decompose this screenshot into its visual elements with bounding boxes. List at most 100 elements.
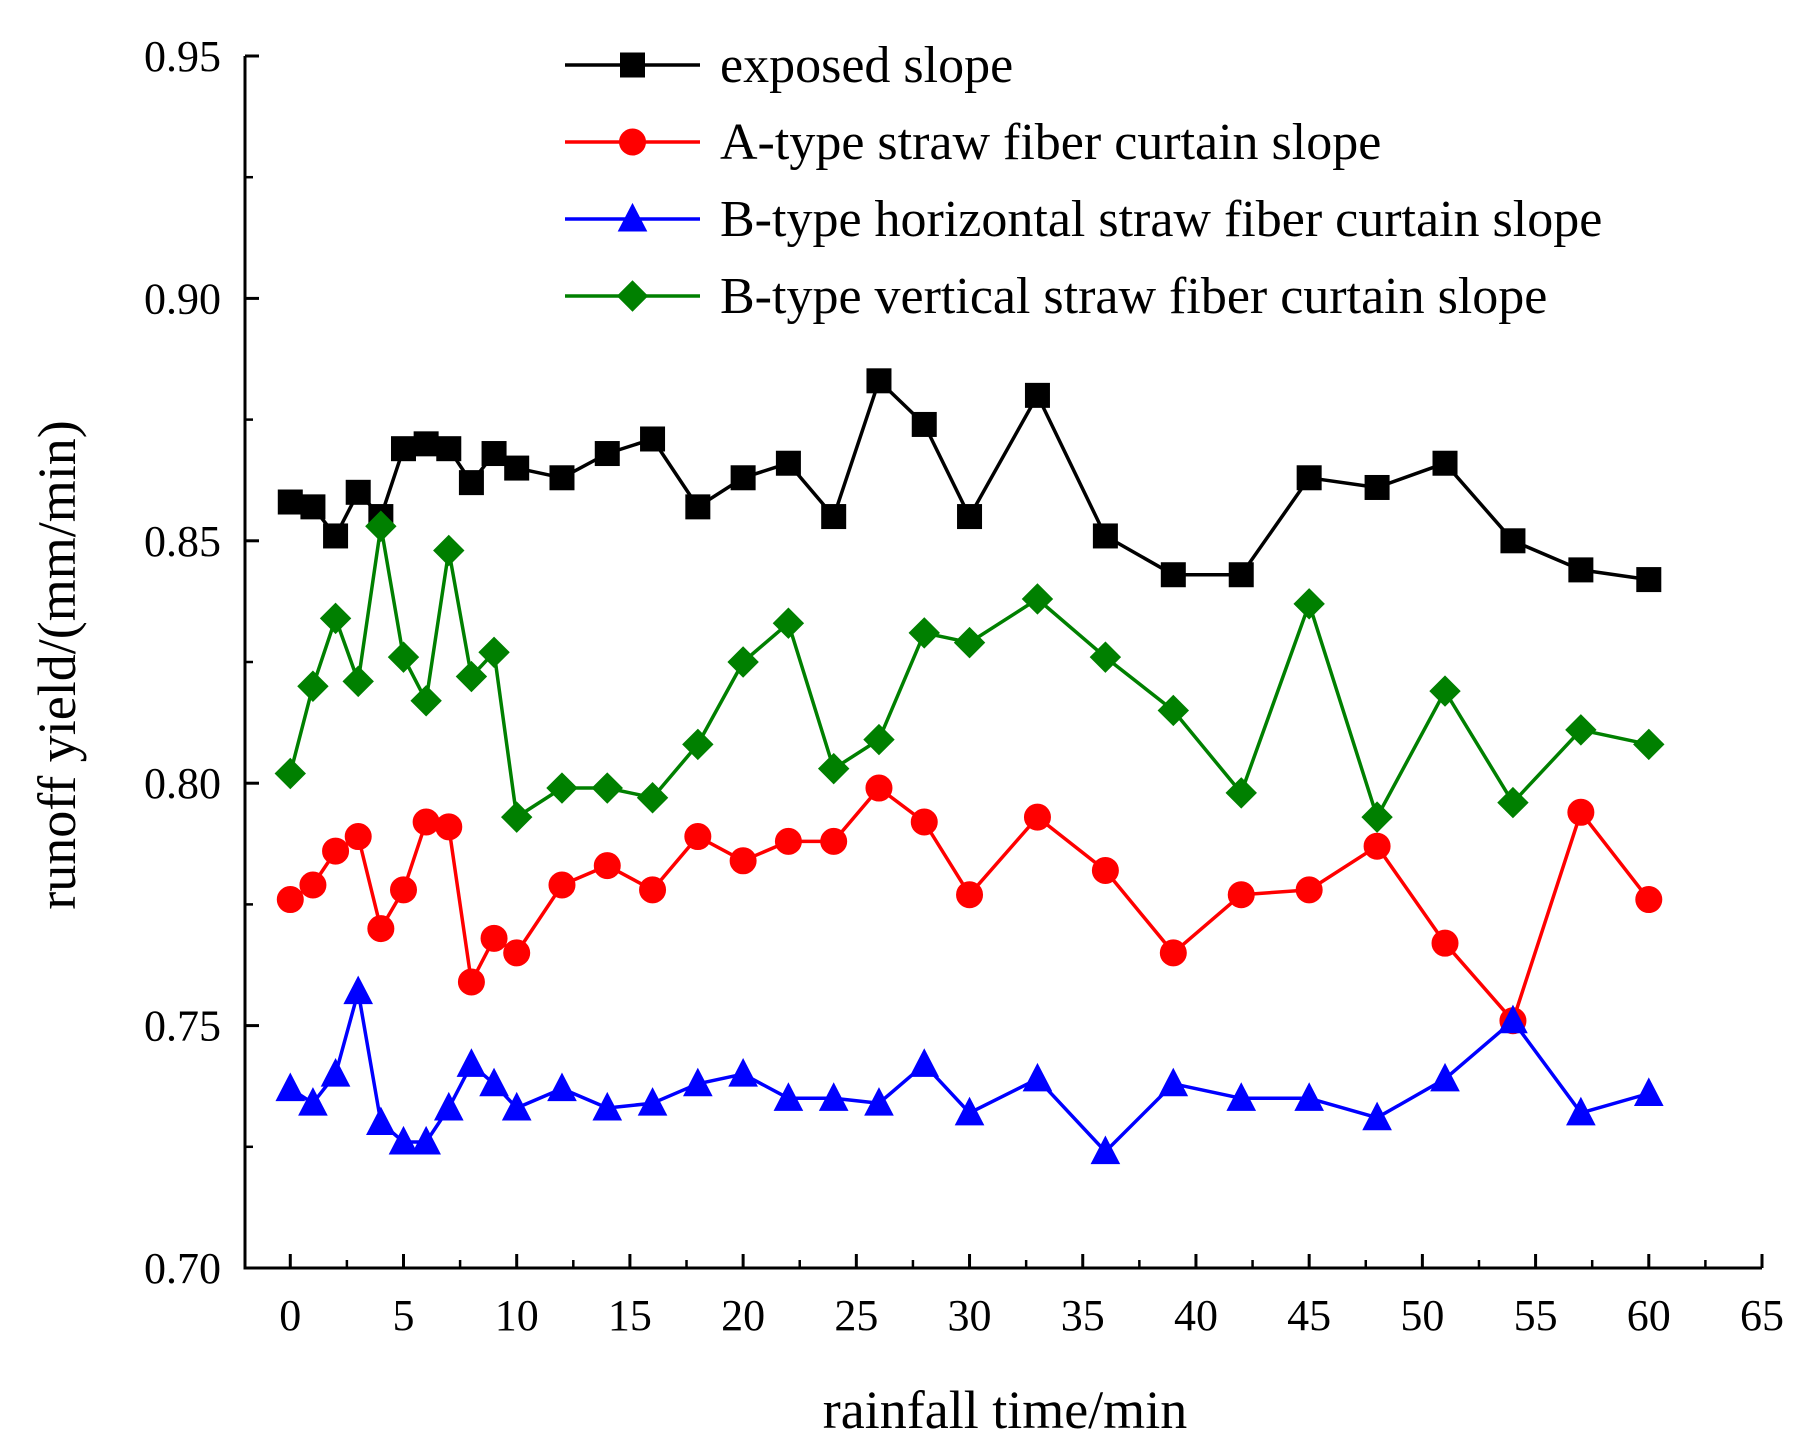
data-point-diamond	[1497, 786, 1529, 819]
data-point-diamond	[863, 723, 895, 756]
data-point-diamond	[455, 660, 488, 693]
data-point-square	[504, 455, 530, 481]
data-point-circle	[276, 886, 304, 914]
data-point-diamond	[546, 772, 578, 804]
data-point-diamond	[274, 757, 306, 790]
data-point-square	[413, 431, 439, 457]
data-point-circle	[322, 837, 350, 865]
data-point-circle	[1567, 798, 1595, 826]
data-point-triangle	[1362, 1101, 1392, 1131]
data-point-circle	[299, 871, 327, 899]
data-point-circle	[1363, 832, 1391, 860]
data-point-diamond	[319, 602, 352, 635]
data-point-diamond	[1429, 675, 1461, 707]
data-point-square	[1296, 465, 1322, 491]
data-point-circle	[389, 876, 417, 904]
x-tick-label: 20	[721, 1291, 765, 1340]
legend-label: A-type straw fiber curtain slope	[720, 114, 1381, 171]
x-tick-label: 25	[834, 1291, 878, 1340]
data-point-circle	[774, 827, 802, 855]
data-point-square	[1364, 474, 1390, 500]
data-point-circle	[1159, 939, 1187, 967]
data-point-diamond	[433, 534, 465, 567]
data-point-square	[1636, 567, 1662, 593]
data-point-circle	[548, 871, 576, 899]
data-point-circle	[956, 881, 984, 909]
data-point-triangle	[637, 1087, 668, 1116]
x-tick-label: 5	[392, 1291, 414, 1340]
series-exposed-slope	[277, 368, 1662, 593]
y-axis-title: runoff yield/(mm/min)	[27, 420, 87, 909]
data-point-triangle	[728, 1057, 758, 1087]
data-point-triangle	[1633, 1077, 1664, 1106]
data-point-circle	[729, 847, 757, 875]
data-point-diamond	[387, 641, 420, 673]
data-point-diamond	[591, 772, 623, 804]
data-point-diamond	[365, 510, 397, 542]
data-point-diamond	[1225, 777, 1257, 809]
x-axis-title: rainfall time/min	[823, 1380, 1187, 1440]
data-point-square	[594, 441, 620, 467]
data-point-circle	[367, 915, 395, 943]
data-point-circle	[593, 852, 621, 880]
x-tick-label: 10	[495, 1291, 539, 1340]
data-point-circle	[865, 774, 893, 802]
data-point-square	[436, 436, 462, 462]
data-point-circle	[1635, 886, 1663, 914]
data-point-square	[390, 436, 416, 462]
data-point-circle	[1023, 803, 1051, 831]
data-point-square	[458, 470, 484, 496]
x-tick-label: 45	[1287, 1291, 1331, 1340]
data-point-triangle	[343, 975, 374, 1005]
data-point-triangle	[909, 1048, 940, 1077]
data-point-diamond	[410, 685, 442, 717]
legend-entry-exposed-slope: exposed slope	[565, 37, 1013, 94]
series-a-type-straw-fiber-curtain-slope	[276, 774, 1663, 1035]
data-point-square	[1092, 523, 1118, 549]
data-point-triangle	[1022, 1062, 1053, 1092]
data-point-square	[1568, 557, 1594, 583]
x-tick-label: 15	[608, 1291, 652, 1340]
data-point-triangle	[1294, 1082, 1324, 1111]
data-point-square	[1160, 562, 1186, 588]
legend-label: B-type vertical straw fiber curtain slop…	[720, 268, 1547, 325]
data-point-square	[345, 479, 371, 505]
x-tick-label: 40	[1174, 1291, 1218, 1340]
data-point-diamond	[727, 646, 759, 678]
data-point-diamond	[817, 752, 850, 785]
legend-entry-b-type-vertical-straw-fiber-curtain-slope: B-type vertical straw fiber curtain slop…	[565, 268, 1547, 325]
x-tick-label: 55	[1514, 1291, 1558, 1340]
data-point-square	[1228, 562, 1254, 588]
x-tick-label: 50	[1400, 1291, 1444, 1340]
data-point-triangle	[433, 1091, 464, 1121]
x-tick-label: 65	[1740, 1291, 1784, 1340]
legend-label: B-type horizontal straw fiber curtain sl…	[720, 191, 1602, 248]
data-point-diamond	[1565, 714, 1597, 746]
legend: exposed slope A-type straw fiber curtain …	[565, 37, 1602, 325]
y-tick-label: 0.85	[144, 517, 221, 566]
data-point-triangle	[275, 1072, 306, 1102]
data-point-triangle	[683, 1067, 713, 1097]
data-point-square	[821, 504, 847, 530]
data-point-diamond	[953, 626, 986, 659]
data-point-square	[549, 465, 575, 491]
data-point-diamond	[682, 728, 714, 761]
data-point-triangle	[1498, 1004, 1528, 1034]
data-point-diamond	[1021, 583, 1054, 615]
data-point-triangle	[864, 1087, 894, 1116]
data-point-triangle	[954, 1096, 985, 1126]
data-point-diamond	[1361, 801, 1393, 833]
data-point-triangle	[501, 1091, 532, 1121]
y-tick-label: 0.90	[144, 274, 221, 323]
series-line	[289, 379, 1650, 582]
data-point-diamond	[342, 665, 374, 698]
data-point-circle	[457, 968, 485, 996]
y-tick-label: 0.75	[144, 1002, 221, 1051]
data-point-triangle	[320, 1057, 351, 1087]
data-point-triangle	[456, 1048, 487, 1077]
data-point-square	[911, 411, 937, 437]
data-point-square	[730, 465, 756, 491]
data-point-triangle	[479, 1067, 509, 1097]
data-point-circle	[1227, 881, 1255, 909]
data-point-diamond	[1293, 588, 1325, 620]
